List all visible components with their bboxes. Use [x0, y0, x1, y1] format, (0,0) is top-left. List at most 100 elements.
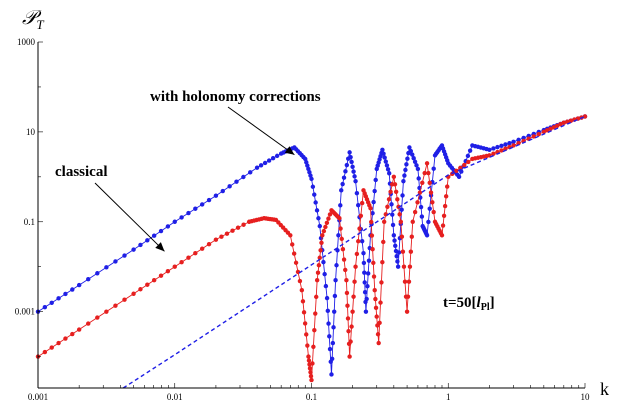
series-0-point — [414, 163, 419, 168]
series-1-line — [37, 116, 586, 381]
series-0-point — [306, 166, 311, 172]
series-0-point — [347, 150, 352, 155]
series-layer — [35, 114, 588, 389]
series-1-point — [63, 336, 68, 341]
holonomy-arrow-head — [284, 146, 295, 155]
series-1-point — [358, 213, 364, 218]
series-0-point — [362, 280, 367, 285]
series-0-point — [350, 164, 355, 169]
series-0-point — [382, 155, 387, 160]
series-0-point — [491, 146, 496, 151]
annotation-time: t=50[lPl] — [443, 295, 495, 313]
series-0-point — [323, 283, 329, 289]
series-0-point — [516, 137, 521, 143]
annotation-time-var: l — [477, 295, 482, 311]
series-1-point — [301, 310, 307, 315]
series-1-point — [317, 255, 322, 260]
series-0-point — [383, 159, 388, 164]
series-1-point — [131, 291, 136, 296]
series-0-point — [393, 243, 398, 248]
series-1-point — [321, 228, 327, 234]
annotation-holonomy: with holonomy corrections — [150, 89, 321, 105]
series-0-point — [227, 184, 232, 189]
series-1-point — [310, 361, 315, 366]
series-1-point — [324, 220, 330, 225]
series-0-point — [258, 163, 264, 168]
series-1-point — [386, 197, 392, 202]
series-0-point — [322, 271, 327, 277]
annotation-classical: classical — [55, 164, 108, 180]
ticks-layer: 0.001 0.01 0.1 1 10 0.001 0.1 10 1000 — [15, 37, 590, 402]
series-1-point — [430, 200, 435, 205]
series-1-point — [426, 170, 431, 176]
series-1-point — [86, 321, 91, 326]
series-0-point — [165, 224, 171, 229]
series-0-point — [145, 238, 150, 243]
series-1-point — [314, 294, 319, 300]
series-1-point — [199, 246, 205, 251]
series-1-point — [206, 241, 212, 247]
series-0-point — [399, 207, 404, 212]
series-1-point — [503, 146, 508, 151]
series-0-point — [220, 188, 225, 194]
series-1-point — [406, 279, 412, 284]
series-1-point — [373, 296, 378, 302]
series-0-point — [339, 188, 344, 193]
series-1-point — [323, 224, 328, 230]
series-0-point — [332, 309, 337, 314]
series-0-point — [266, 158, 272, 163]
series-1-point — [397, 212, 402, 217]
series-0-point — [390, 212, 395, 217]
series-1-point — [138, 287, 143, 292]
series-1-point — [76, 327, 82, 332]
series-1-point — [353, 264, 358, 269]
series-1-point — [288, 233, 293, 238]
series-1-point — [380, 260, 385, 265]
series-1-point — [193, 250, 198, 256]
series-1-point — [158, 273, 164, 278]
series-0-point — [499, 143, 504, 149]
series-0-point — [487, 147, 492, 152]
series-1-point — [42, 349, 48, 355]
series-1-point — [511, 143, 516, 148]
series-1-point — [381, 219, 387, 224]
series-1-point — [300, 299, 306, 304]
series-0-point — [172, 219, 177, 224]
series-0-point — [408, 148, 414, 154]
series-0-point — [392, 238, 397, 243]
series-1-point — [415, 200, 420, 205]
series-1-point — [392, 182, 398, 187]
series-0-point — [179, 215, 184, 220]
series-0-point — [270, 156, 276, 161]
series-1-point — [368, 206, 373, 211]
annotation-time-prefix: t=50[ — [443, 295, 477, 311]
series-0-point — [394, 254, 399, 259]
series-0-point — [384, 163, 390, 168]
x-tick-label: 0.01 — [167, 392, 183, 402]
series-0-point — [199, 202, 205, 207]
series-0-point — [327, 346, 333, 352]
series-1-point — [95, 315, 100, 320]
series-0-point — [380, 147, 385, 152]
series-0-point — [308, 173, 313, 178]
series-1-point — [531, 134, 536, 139]
series-1-point — [568, 118, 574, 123]
series-1-point — [454, 168, 459, 174]
series-1-point — [302, 321, 308, 326]
series-0-point — [415, 166, 421, 172]
series-0-point — [314, 208, 320, 213]
series-1-point — [439, 233, 445, 238]
series-1-point — [398, 219, 404, 224]
series-1-point — [381, 239, 386, 245]
series-1-point — [235, 225, 241, 230]
series-1-point — [224, 231, 230, 236]
series-0-point — [325, 308, 331, 314]
series-1-point — [370, 247, 375, 252]
series-0-point — [329, 356, 335, 361]
series-0-point — [303, 156, 308, 162]
series-0-point — [312, 192, 317, 197]
series-0-point — [206, 197, 212, 203]
series-0-point — [353, 178, 358, 184]
series-1-point — [371, 274, 377, 279]
series-0-point — [313, 200, 318, 205]
